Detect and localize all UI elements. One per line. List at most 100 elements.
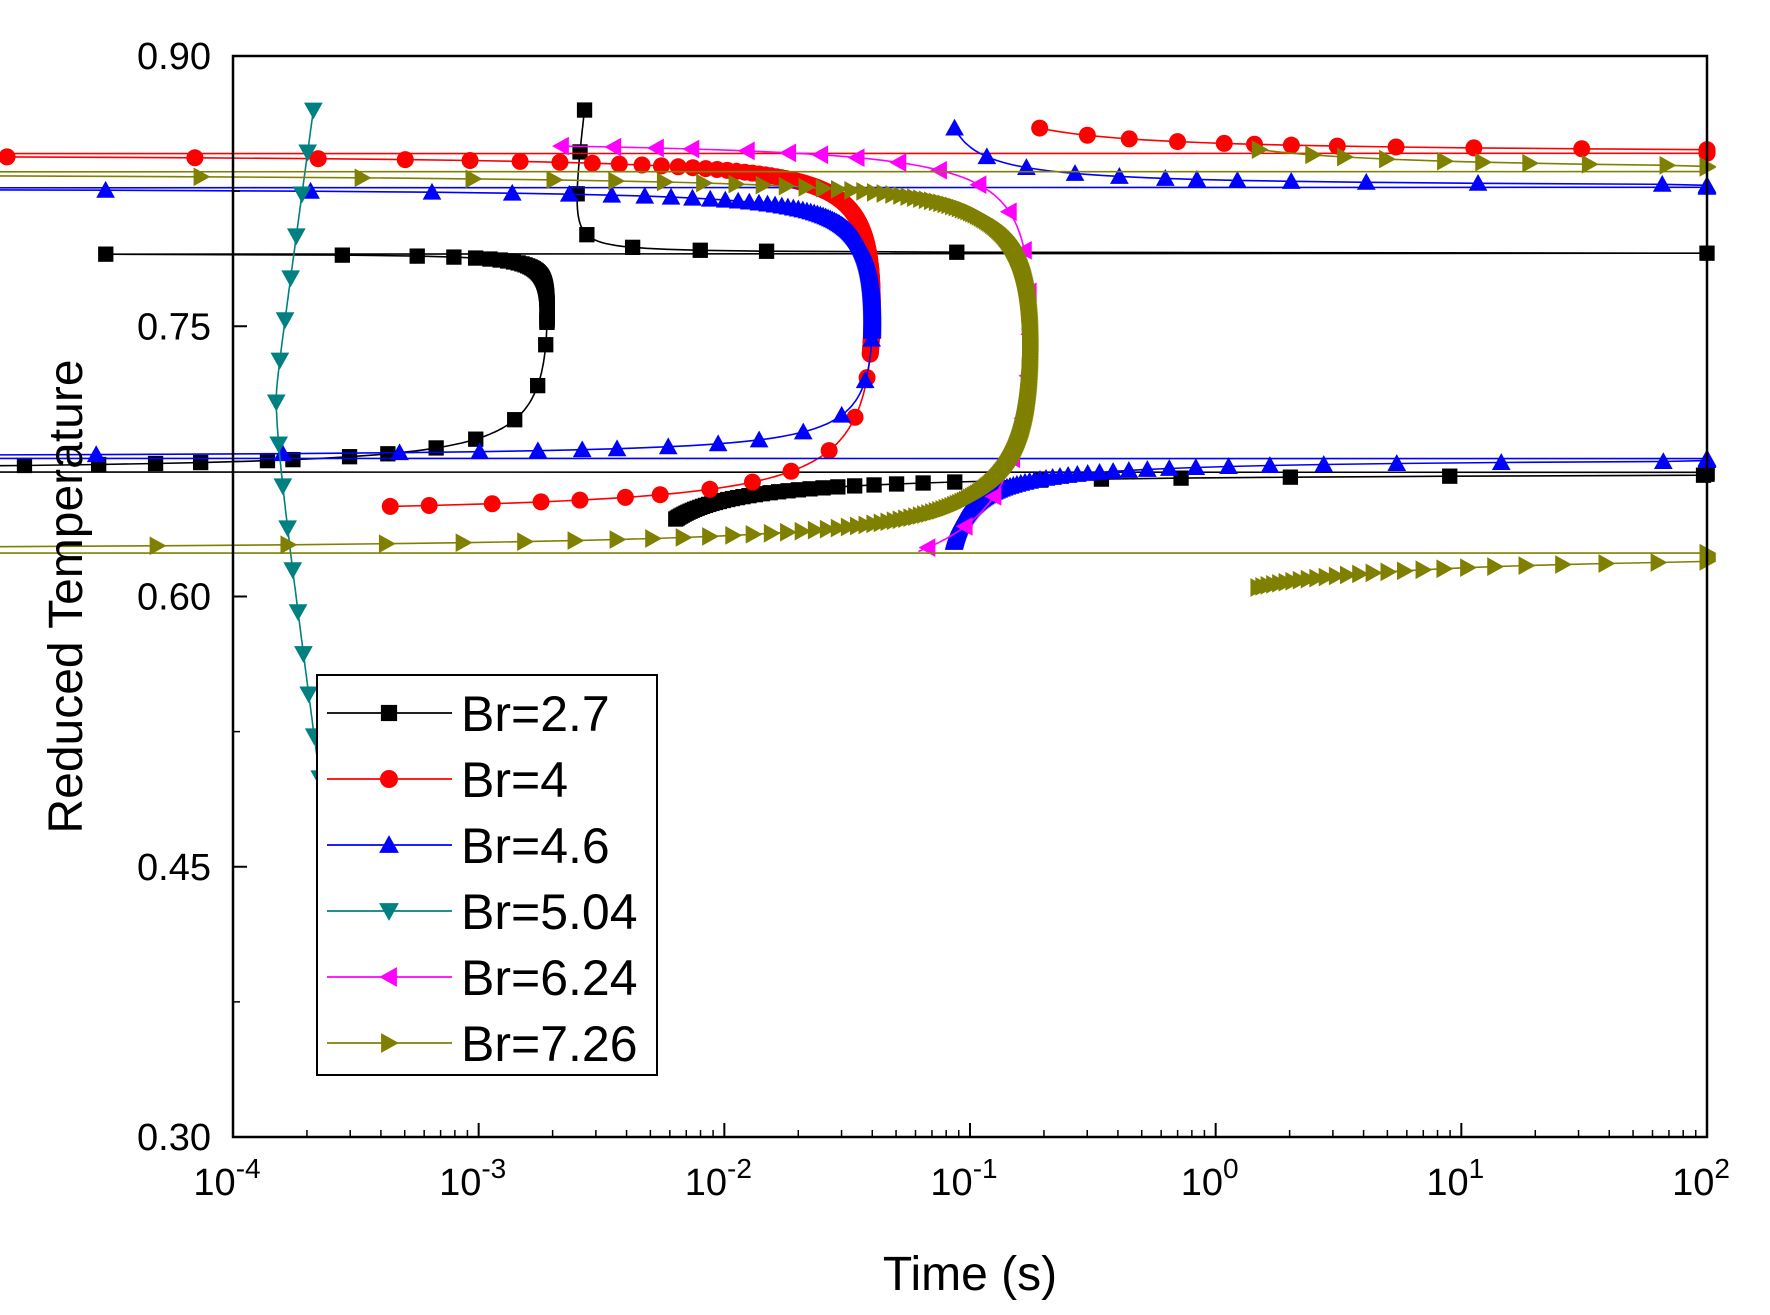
series-Br=4 (0, 119, 1716, 515)
data-point (668, 511, 684, 527)
data-point (608, 171, 626, 191)
data-point (830, 518, 848, 538)
data-point (1090, 463, 1109, 480)
data-point (86, 445, 106, 463)
data-point (856, 182, 874, 201)
y-tick-label: 0.60 (137, 577, 211, 619)
data-point (381, 497, 399, 515)
data-point (737, 141, 755, 161)
series-Br=2.7 (0, 102, 1715, 527)
data-point (467, 250, 484, 266)
data-point (1387, 138, 1405, 156)
data-point (461, 151, 479, 169)
data-point (889, 153, 907, 172)
data-point (567, 531, 585, 550)
data-point (708, 434, 728, 452)
data-point (647, 138, 664, 158)
data-point (820, 442, 838, 460)
data-point (517, 532, 535, 551)
y-tick-label: 0.30 (137, 1117, 211, 1159)
data-point (1518, 556, 1536, 575)
data-point (1309, 568, 1327, 588)
legend-marker (380, 704, 398, 722)
data-point (378, 534, 396, 554)
data-point (1103, 462, 1123, 479)
data-point (656, 172, 674, 192)
data-point (1260, 456, 1280, 473)
data-point (1314, 455, 1334, 472)
data-point (866, 514, 884, 534)
data-point (858, 515, 876, 535)
data-point (539, 314, 555, 330)
data-point (763, 523, 781, 543)
data-point (420, 497, 438, 515)
data-point (944, 533, 964, 550)
data-point (701, 480, 719, 498)
data-point (288, 604, 308, 622)
data-point (1387, 454, 1407, 471)
data-point (270, 352, 290, 370)
legend-box (316, 674, 658, 1076)
data-point (1281, 171, 1301, 189)
data-point (815, 178, 833, 198)
data-point (984, 487, 1002, 506)
legend-label: Br=7.26 (461, 1016, 638, 1072)
data-point (1119, 461, 1139, 478)
data-point (1365, 563, 1383, 583)
data-point (602, 185, 622, 203)
data-point (749, 430, 769, 448)
data-point (1078, 126, 1096, 144)
data-point (847, 478, 863, 494)
series-line (0, 127, 1708, 508)
x-tick-label: 100 (1181, 1153, 1239, 1204)
data-point (1650, 553, 1668, 572)
legend-label: Br=4.6 (461, 818, 610, 874)
data-point (576, 102, 593, 118)
data-point (876, 184, 894, 203)
data-point (98, 246, 114, 262)
data-point (1250, 578, 1268, 597)
data-point (880, 512, 898, 532)
data-point (658, 437, 678, 455)
data-point (1285, 571, 1303, 591)
legend-item: Br=5.04 (327, 884, 638, 940)
axis-ticks: 10-4 10-3 10-2 10-1 100 101 102 0.30 0.45 0.60 0.7… (137, 36, 1730, 1204)
data-point (866, 477, 882, 493)
data-point (483, 495, 501, 513)
data-point (758, 243, 775, 259)
data-point (1465, 139, 1483, 157)
x-tick-label: 101 (1426, 1153, 1484, 1204)
data-point (1328, 566, 1346, 586)
data-point (840, 517, 858, 537)
data-point (1282, 136, 1300, 154)
data-point (778, 176, 796, 196)
data-point (866, 183, 884, 202)
data-point (1110, 167, 1129, 184)
data-point (811, 145, 829, 165)
legend-label: Br=6.24 (461, 950, 638, 1006)
data-point (422, 182, 442, 200)
data-point (798, 177, 816, 197)
data-point (1228, 171, 1247, 188)
data-point (1436, 559, 1454, 579)
data-point (609, 530, 627, 549)
legend-label: Br=5.04 (461, 884, 638, 940)
data-point (1318, 567, 1336, 587)
data-point (259, 452, 276, 469)
data-point (1487, 557, 1505, 576)
data-point (278, 520, 297, 538)
data-point (819, 519, 837, 539)
data-point (745, 524, 763, 544)
legend-item: Br=4 (327, 752, 568, 808)
data-point (683, 188, 702, 206)
data-point (1468, 173, 1488, 191)
data-point (725, 526, 743, 545)
data-point (309, 150, 327, 168)
data-point (283, 562, 303, 580)
data-point (645, 529, 663, 548)
data-point (286, 228, 306, 246)
data-point (1251, 140, 1269, 160)
data-point (1305, 145, 1323, 165)
data-point (700, 189, 720, 207)
